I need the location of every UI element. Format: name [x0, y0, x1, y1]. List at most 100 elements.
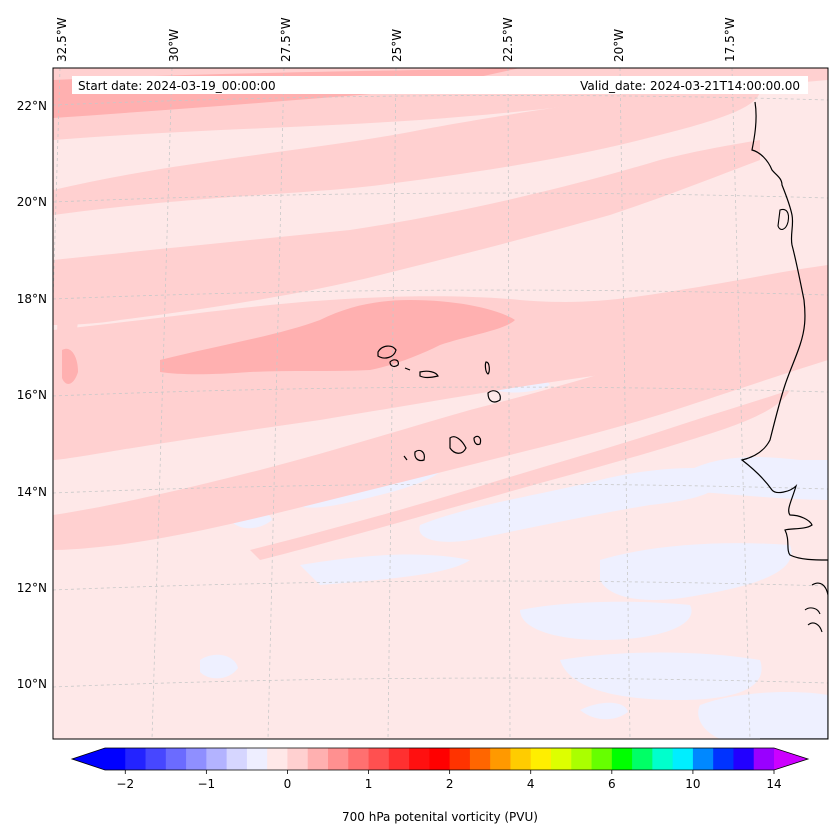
colorbar-cell: [328, 748, 349, 770]
info-banner: [72, 76, 808, 94]
lat-label: 12°N: [17, 581, 47, 595]
pv-moderate-regions: [53, 68, 828, 560]
valid-date-label: Valid_date: 2024-03-21T14:00:00.00: [580, 79, 800, 93]
island-santo-antao: [377, 345, 397, 359]
lat-label: 16°N: [17, 388, 47, 402]
pv-blue-patch: [300, 554, 470, 585]
colorbar-cell: [490, 748, 512, 770]
colorbar-cell: [226, 748, 248, 770]
pv-pink-band: [53, 300, 828, 550]
colorbar-cell: [469, 748, 491, 770]
colorbar-cell: [287, 748, 309, 770]
pv-blue-patch: [580, 702, 628, 720]
colorbar-cell: [510, 748, 532, 770]
colorbar-cell: [672, 748, 694, 770]
colorbar-cell: [591, 748, 613, 770]
colorbar-cell: [571, 748, 593, 770]
colorbar-cell: [692, 748, 714, 770]
island-sao-vicente: [389, 359, 399, 368]
colorbar-extend-high: [774, 748, 808, 770]
colorbar-tick-label: 14: [766, 777, 781, 791]
coastline-detail: [777, 208, 790, 231]
colorbar-cell: [165, 748, 187, 770]
colorbar-cell: [409, 748, 430, 770]
lat-label: 14°N: [17, 485, 47, 499]
coastline-detail: [804, 582, 828, 633]
pv-core-band: [160, 300, 515, 375]
lat-label: 22°N: [17, 99, 47, 113]
lon-label: 20°W: [612, 29, 626, 62]
colorbar-cell: [246, 748, 268, 770]
cape-verde-islands: [377, 345, 501, 462]
colorbar-cells: [105, 748, 775, 770]
pv-blue-patch: [600, 543, 792, 600]
island-santa-luzia: [404, 367, 411, 371]
africa-coastline: [740, 101, 828, 739]
island-brava: [403, 455, 408, 461]
lat-gridline: [53, 677, 828, 688]
lon-gridline: [267, 68, 285, 739]
colorbar-cell: [611, 748, 633, 770]
colorbar-cell: [753, 748, 775, 770]
lat-gridline: [53, 192, 828, 203]
island-fogo: [414, 449, 425, 462]
lat-gridline: [53, 483, 828, 494]
lon-label: 27.5°W: [279, 17, 293, 62]
colorbar-cell: [145, 748, 167, 770]
colorbar-cell: [733, 748, 755, 770]
island-sao-nicolau: [419, 370, 439, 379]
lat-label: 10°N: [17, 677, 47, 691]
plot-frame: [52, 67, 829, 740]
colorbar-cell: [307, 748, 329, 770]
colorbar-tick-label: 4: [527, 777, 535, 791]
colorbar-cell: [551, 748, 572, 770]
colorbar-ticks: −2 −1 0 1 2 4 6 10 14: [116, 770, 782, 791]
lat-gridline: [53, 289, 828, 300]
map-gridlines: [53, 68, 828, 739]
colorbar-tick-label: 6: [608, 777, 616, 791]
pv-pink-band: [53, 90, 760, 215]
colorbar-cell: [105, 748, 126, 770]
colorbar: −2 −1 0 1 2 4 6 10 14 700 hPa potenital vorticit…: [70, 747, 810, 824]
lat-gridline: [53, 386, 828, 397]
lon-gridline: [387, 68, 397, 739]
colorbar-outline: [70, 747, 810, 771]
pv-pink-band: [53, 265, 828, 460]
lon-gridline: [731, 68, 751, 739]
colorbar-cell: [348, 748, 370, 770]
colorbar-cell: [530, 748, 552, 770]
lon-label: 32.5°W: [55, 17, 69, 62]
colorbar-tick-label: −2: [116, 777, 134, 791]
colorbar-tick-label: −1: [198, 777, 216, 791]
colorbar-cell: [206, 748, 228, 770]
colorbar-cell: [652, 748, 674, 770]
pv-blue-patch: [200, 654, 238, 679]
colorbar-cell: [125, 748, 147, 770]
colorbar-title: 700 hPa potenital vorticity (PVU): [342, 810, 538, 824]
pv-pink-band: [250, 390, 790, 560]
colorbar-cell: [449, 748, 471, 770]
colorbar-cell: [429, 748, 451, 770]
lat-gridline: [53, 95, 828, 106]
lon-gridline: [507, 68, 511, 739]
lon-label: 17.5°W: [723, 17, 737, 62]
lon-label: 25°W: [390, 29, 404, 62]
island-boa-vista: [487, 390, 501, 403]
pv-pink-band: [53, 140, 760, 325]
lon-gridline: [619, 68, 631, 739]
pv-blue-patch: [698, 692, 828, 739]
lon-label: 30°W: [167, 29, 181, 62]
pv-blue-patch: [560, 652, 762, 700]
colorbar-tick-label: 10: [685, 777, 700, 791]
map-plot-area: [53, 68, 828, 739]
pv-blue-patch: [520, 601, 692, 640]
pv-core-band: [62, 348, 78, 384]
colorbar-extend-low: [72, 748, 105, 770]
colorbar-cell: [713, 748, 735, 770]
pv-pink-band: [57, 296, 79, 360]
colorbar-cell: [368, 748, 390, 770]
lat-label: 20°N: [17, 195, 47, 209]
island-santiago: [449, 436, 467, 454]
pv-blue-patch: [690, 457, 828, 500]
